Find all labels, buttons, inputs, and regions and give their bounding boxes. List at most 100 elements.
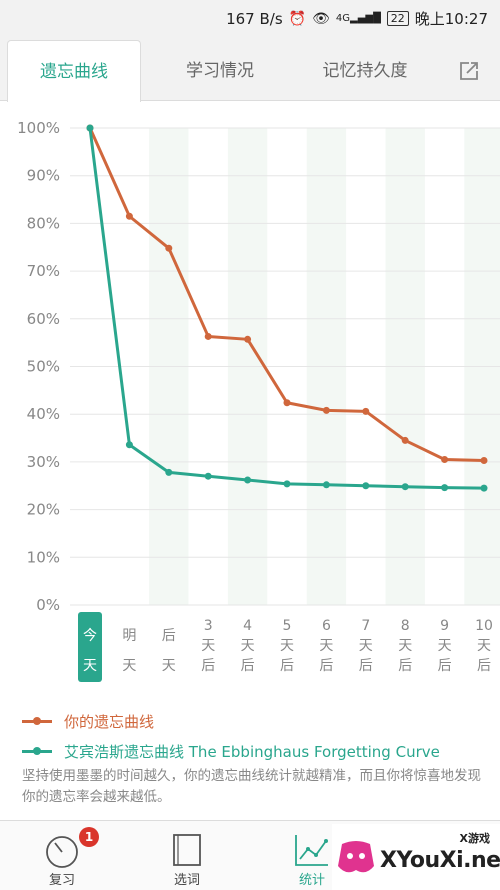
eye-icon: 👁 <box>312 10 330 27</box>
data-point <box>165 468 173 476</box>
svg-text:9: 9 <box>440 618 449 634</box>
data-point <box>244 476 252 484</box>
svg-text:今: 今 <box>83 628 97 644</box>
tab-memory-persistence[interactable]: 记忆持久度 <box>322 61 408 81</box>
share-icon[interactable] <box>458 60 480 82</box>
data-point <box>244 335 252 343</box>
svg-text:7: 7 <box>361 618 370 634</box>
svg-text:10: 10 <box>475 618 493 634</box>
svg-text:3: 3 <box>204 618 213 634</box>
x-tick-label: 5 天后 <box>280 618 294 674</box>
nav-select-words-label: 选词 <box>173 873 200 888</box>
watermark-small: X游戏 <box>459 832 490 845</box>
y-tick-label: 70% <box>27 262 60 280</box>
y-tick-label: 60% <box>27 310 60 328</box>
data-point <box>322 406 330 414</box>
x-tick-label: 7 天后 <box>359 618 373 674</box>
data-point <box>86 124 94 132</box>
svg-text:后: 后 <box>241 658 255 674</box>
data-point <box>165 244 173 252</box>
svg-text:天: 天 <box>438 638 452 654</box>
x-tick-label: 3 天后 <box>201 618 215 674</box>
tab-study-status[interactable]: 学习情况 <box>186 61 254 81</box>
svg-text:4: 4 <box>243 618 252 634</box>
svg-text:天: 天 <box>241 638 255 654</box>
svg-text:天: 天 <box>83 658 97 674</box>
nav-select-words[interactable]: 选词 <box>137 821 237 890</box>
svg-text:天: 天 <box>201 638 215 654</box>
svg-text:6: 6 <box>322 618 331 634</box>
tab-forgetting-curve[interactable]: 遗忘曲线 <box>7 40 141 102</box>
data-point <box>322 481 330 489</box>
svg-text:天: 天 <box>319 638 333 654</box>
x-tick-label: 后天 <box>162 628 176 674</box>
svg-text:天: 天 <box>398 638 412 654</box>
svg-text:后: 后 <box>201 658 215 674</box>
nav-review-label: 复习 <box>48 873 75 888</box>
data-point <box>283 399 291 407</box>
stopwatch-icon <box>46 836 78 868</box>
svg-text:5: 5 <box>283 618 292 634</box>
data-point <box>480 484 488 492</box>
tip-text: 坚持使用墨墨的时间越久，你的遗忘曲线统计就越精准，而且你将惊喜地发现你的遗忘率会… <box>22 768 481 805</box>
svg-text:后: 后 <box>280 658 294 674</box>
svg-text:天: 天 <box>359 638 373 654</box>
svg-text:后: 后 <box>438 658 452 674</box>
svg-text:后: 后 <box>398 658 412 674</box>
y-tick-label: 50% <box>27 358 60 376</box>
forgetting-curve-chart: 0%10%20%30%40%50%60%70%80%90%100% 今天明天后天… <box>17 119 500 682</box>
svg-text:天: 天 <box>477 638 491 654</box>
bottom-nav: 1 复习 选词 统计 X游戏 XYouXi.net <box>0 820 500 890</box>
y-tick-label: 80% <box>27 214 60 232</box>
data-point <box>401 436 409 444</box>
review-badge: 1 <box>79 827 99 847</box>
y-tick-label: 90% <box>27 167 60 185</box>
data-point <box>441 484 449 492</box>
data-point <box>401 483 409 491</box>
y-tick-label: 10% <box>27 548 60 566</box>
clock: 晚上10:27 <box>414 10 488 28</box>
x-tick-label: 4 天后 <box>241 618 255 674</box>
x-tick-label: 8 天后 <box>398 618 412 674</box>
data-point <box>125 212 133 220</box>
data-point <box>204 472 212 480</box>
svg-text:8: 8 <box>401 618 410 634</box>
svg-text:后: 后 <box>319 658 333 674</box>
legend-item-ebbinghaus: 艾宾浩斯遗忘曲线 The Ebbinghaus Forgetting Curve <box>22 741 440 762</box>
tab-bar: 遗忘曲线 学习情况 记忆持久度 <box>0 34 500 102</box>
y-tick-label: 0% <box>36 596 60 614</box>
book-icon <box>173 834 201 866</box>
svg-text:明: 明 <box>122 628 136 644</box>
svg-text:天: 天 <box>122 658 136 674</box>
data-point <box>204 332 212 340</box>
data-point <box>283 480 291 488</box>
nav-statistics[interactable]: 统计 <box>262 821 362 890</box>
today-highlight <box>78 612 102 682</box>
x-tick-label: 6 天后 <box>319 618 333 674</box>
gamepad-logo-icon <box>338 841 374 873</box>
svg-text:后: 后 <box>162 628 176 644</box>
nav-review[interactable]: 1 复习 <box>12 821 112 890</box>
svg-text:天: 天 <box>280 638 294 654</box>
nav-statistics-label: 统计 <box>298 873 325 888</box>
data-point <box>362 407 370 415</box>
y-tick-label: 20% <box>27 501 60 519</box>
battery-icon: 22 <box>386 11 409 26</box>
watermark-big: XYouXi.net <box>380 848 500 873</box>
signal-icon: 4G▂▄▆█ <box>335 13 381 24</box>
network-speed: 167 B/s <box>226 9 283 28</box>
y-tick-label: 30% <box>27 453 60 471</box>
chart-icon <box>295 835 328 866</box>
alarm-icon: ⏰ <box>288 10 307 27</box>
svg-text:后: 后 <box>359 658 373 674</box>
data-point <box>125 441 133 449</box>
svg-text:后: 后 <box>477 658 491 674</box>
site-watermark: X游戏 XYouXi.net <box>332 824 500 890</box>
x-tick-label: 明天 <box>122 628 136 674</box>
x-tick-label: 今天 <box>83 628 97 674</box>
x-tick-label: 9 天后 <box>438 618 452 674</box>
y-tick-label: 40% <box>27 405 60 423</box>
data-point <box>480 456 488 464</box>
status-bar: 167 B/s ⏰ 👁 4G▂▄▆█ 22 晚上10:27 <box>0 0 500 34</box>
legend-item-your-curve: 你的遗忘曲线 <box>22 711 154 732</box>
